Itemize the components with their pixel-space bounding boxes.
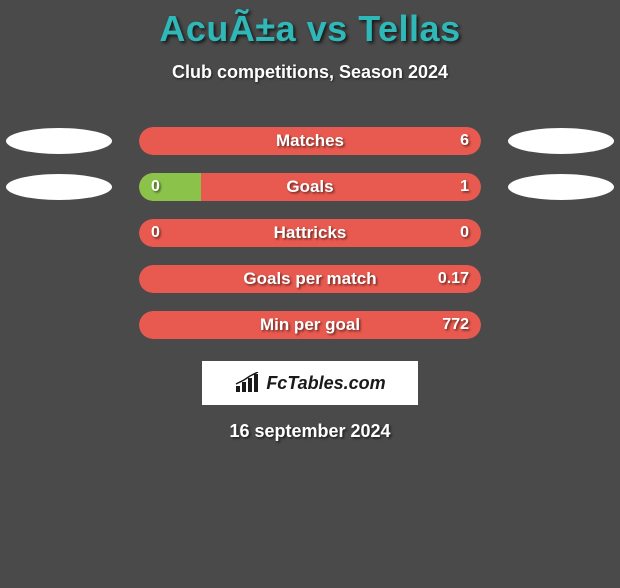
stat-row: 772 Min per goal [0,311,620,339]
stat-bar: 6 Matches [139,127,481,155]
team-marker-left [6,128,112,154]
team-marker-right [508,128,614,154]
team-marker-left [6,174,112,200]
stat-value-left: 0 [151,178,160,196]
stat-value-right: 6 [460,132,469,150]
stat-value-right: 0 [460,224,469,242]
stat-label: Matches [276,131,344,151]
logo-box: FcTables.com [202,361,418,405]
stat-value-left: 0 [151,224,160,242]
stat-bar: 772 Min per goal [139,311,481,339]
stat-bar-left-fill [139,173,201,201]
subtitle: Club competitions, Season 2024 [0,62,620,83]
page-title: AcuÃ±a vs Tellas [0,8,620,50]
date-label: 16 september 2024 [0,421,620,442]
stat-rows: 6 Matches 0 1 Goals 0 0 Hattricks 0.17 Goals per … [0,127,620,339]
stat-label: Goals per match [243,269,376,289]
stat-bar: 0 0 Hattricks [139,219,481,247]
stat-label: Min per goal [260,315,360,335]
logo-text: FcTables.com [266,373,385,394]
stat-row: 0.17 Goals per match [0,265,620,293]
team-marker-right [508,174,614,200]
stat-label: Goals [286,177,333,197]
stat-row: 0 0 Hattricks [0,219,620,247]
stat-value-right: 0.17 [438,270,469,288]
logo: FcTables.com [234,372,385,394]
bar-chart-icon [234,372,260,394]
stat-bar: 0.17 Goals per match [139,265,481,293]
stat-row: 0 1 Goals [0,173,620,201]
stat-bar: 0 1 Goals [139,173,481,201]
stat-row: 6 Matches [0,127,620,155]
stat-label: Hattricks [274,223,347,243]
stat-value-right: 1 [460,178,469,196]
stat-value-right: 772 [442,316,469,334]
